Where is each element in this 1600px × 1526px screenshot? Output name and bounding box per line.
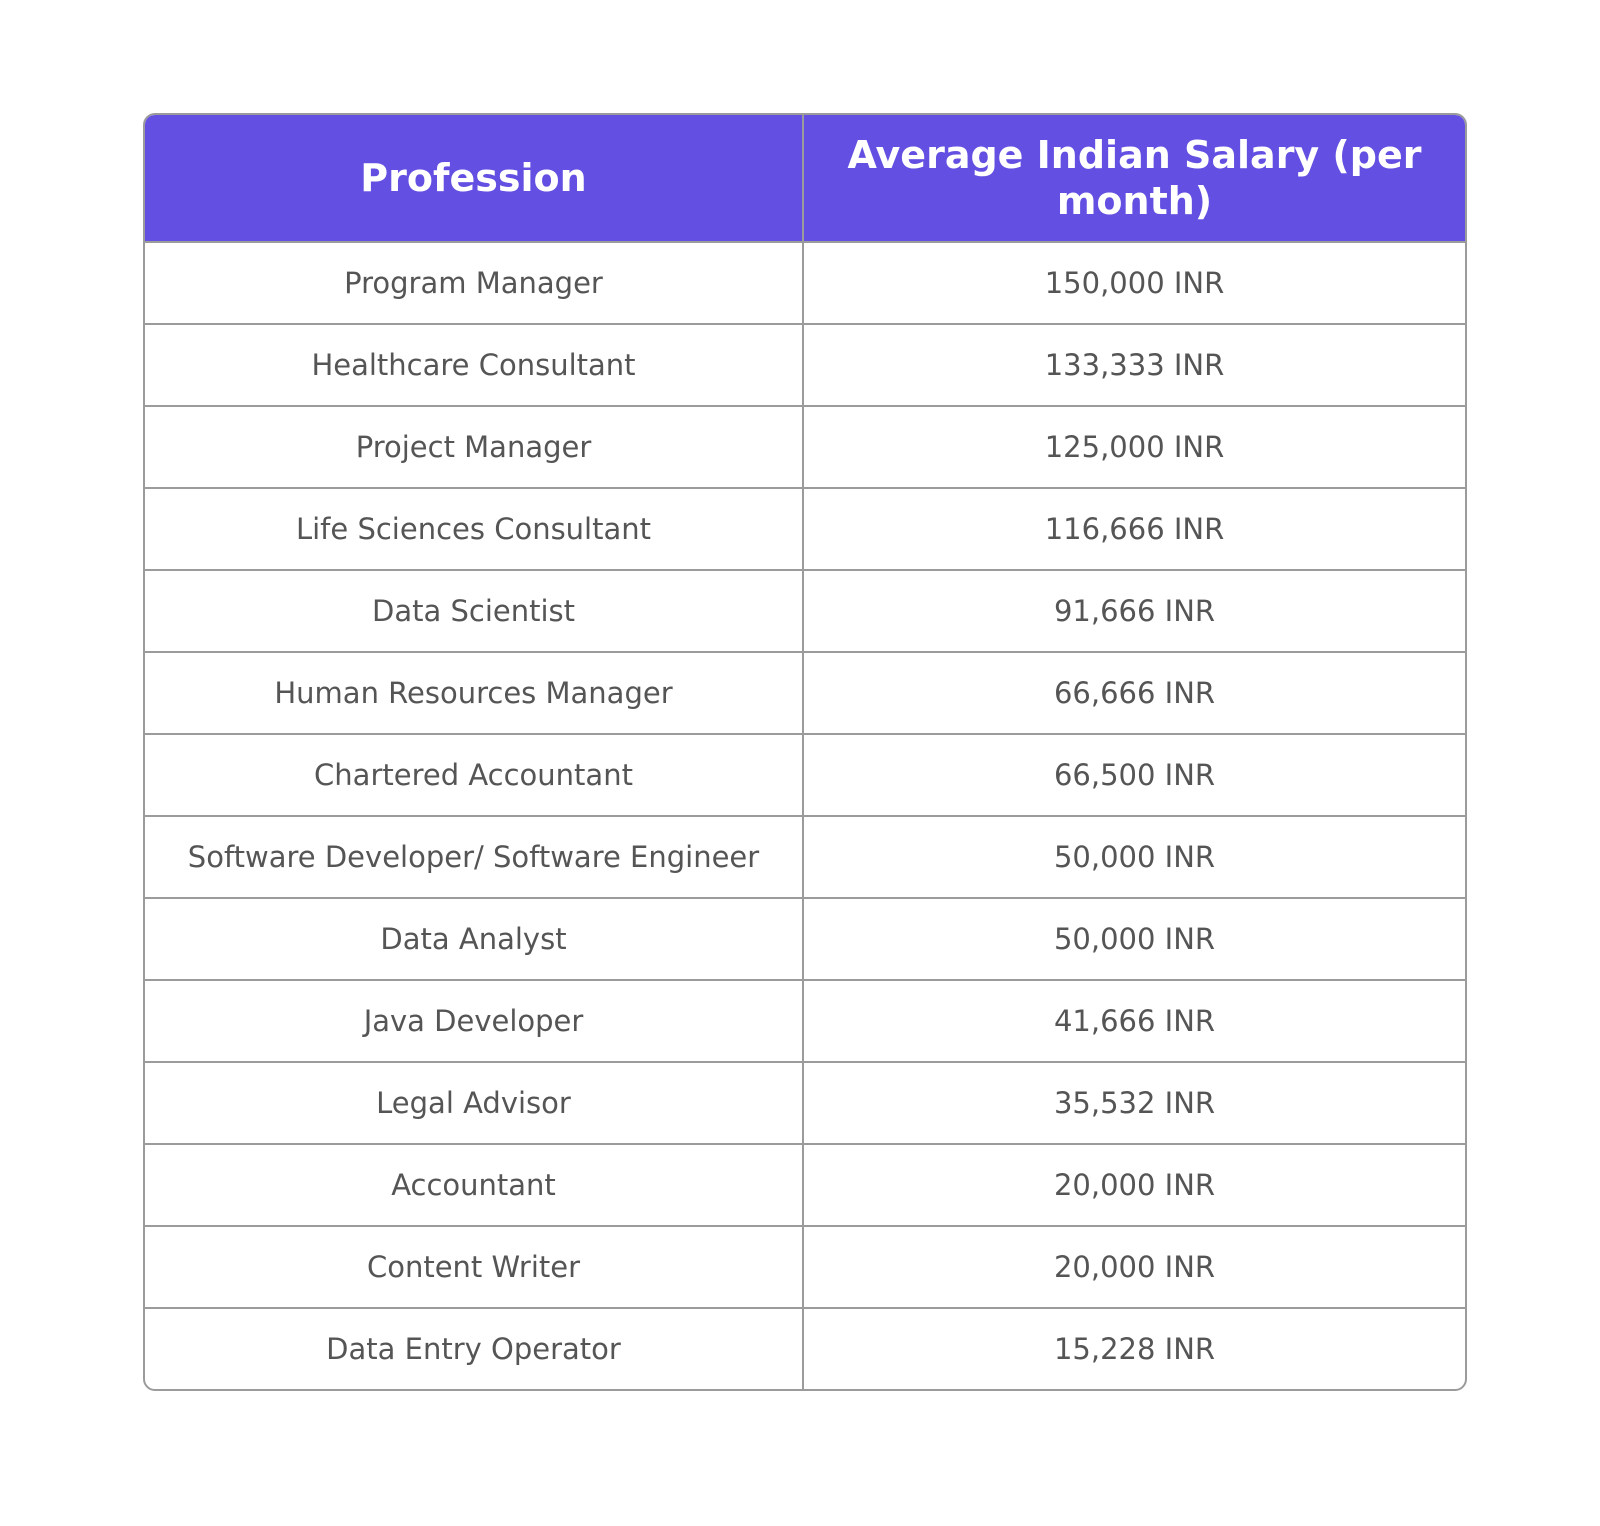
profession-cell: Program Manager xyxy=(344,266,603,300)
table-row: Human Resources Manager 66,666 INR xyxy=(145,651,1465,734)
profession-cell: Data Analyst xyxy=(145,897,803,980)
profession-cell: Data Entry Operator xyxy=(145,1307,803,1389)
table-row: Content Writer 20,000 INR xyxy=(145,1225,1465,1308)
salary-cell: 91,666 INR xyxy=(802,569,1465,652)
profession-cell: Legal Advisor xyxy=(145,1061,803,1144)
table-row: Data Scientist 91,666 INR xyxy=(145,569,1465,652)
table-row: Life Sciences Consultant 116,666 INR xyxy=(145,487,1465,570)
salary-cell: 116,666 INR xyxy=(802,487,1465,570)
salary-table: Profession Average Indian Salary (per mo… xyxy=(145,115,1465,1389)
table-header: Profession Average Indian Salary (per mo… xyxy=(145,115,1465,243)
salary-cell: 66,500 INR xyxy=(802,733,1465,816)
profession-cell: Healthcare Consultant xyxy=(145,323,803,406)
header-row: Profession Average Indian Salary (per mo… xyxy=(145,115,1465,243)
profession-cell: Java Developer xyxy=(145,979,803,1062)
salary-cell: 125,000 INR xyxy=(802,405,1465,488)
salary-cell: 50,000 INR xyxy=(802,897,1465,980)
table-row: Data Analyst 50,000 INR xyxy=(145,897,1465,980)
table-row: Data Entry Operator 15,228 INR xyxy=(145,1307,1465,1389)
salary-cell: 15,228 INR xyxy=(802,1307,1465,1389)
table-row: Project Manager 125,000 INR xyxy=(145,405,1465,488)
table-row: Healthcare Consultant 133,333 INR xyxy=(145,323,1465,406)
profession-cell: Human Resources Manager xyxy=(145,651,803,734)
table-row: Chartered Accountant 66,500 INR xyxy=(145,733,1465,816)
header-average-salary: Average Indian Salary (per month) xyxy=(802,115,1465,243)
header-profession: Profession xyxy=(145,115,803,243)
salary-cell: 150,000 INR xyxy=(802,242,1465,324)
salary-cell: 41,666 INR xyxy=(802,979,1465,1062)
profession-cell: Chartered Accountant xyxy=(145,733,803,816)
salary-table-container: Profession Average Indian Salary (per mo… xyxy=(143,113,1467,1391)
profession-cell: Content Writer xyxy=(145,1225,803,1308)
profession-cell: Accountant xyxy=(145,1143,803,1226)
table-row: Software Developer/ Software Engineer 50,… xyxy=(145,815,1465,898)
profession-cell: Project Manager xyxy=(145,405,803,488)
table-row: Java Developer 41,666 INR xyxy=(145,979,1465,1062)
table-body: Program Manager 150,000 INR Healthcare Con… xyxy=(145,242,1465,1389)
salary-cell: 20,000 INR xyxy=(802,1143,1465,1226)
profession-cell: Data Scientist xyxy=(145,569,803,652)
profession-cell: Software Developer/ Software Engineer xyxy=(145,815,803,898)
salary-cell: 20,000 INR xyxy=(802,1225,1465,1308)
profession-cell: Life Sciences Consultant xyxy=(145,487,803,570)
salary-cell: 50,000 INR xyxy=(802,815,1465,898)
salary-cell: 35,532 INR xyxy=(802,1061,1465,1144)
salary-cell: 133,333 INR xyxy=(802,323,1465,406)
table-row: Accountant 20,000 INR xyxy=(145,1143,1465,1226)
table-row: Legal Advisor 35,532 INR xyxy=(145,1061,1465,1144)
salary-cell: 66,666 INR xyxy=(802,651,1465,734)
table-row: Program Manager 150,000 INR xyxy=(145,242,1465,324)
